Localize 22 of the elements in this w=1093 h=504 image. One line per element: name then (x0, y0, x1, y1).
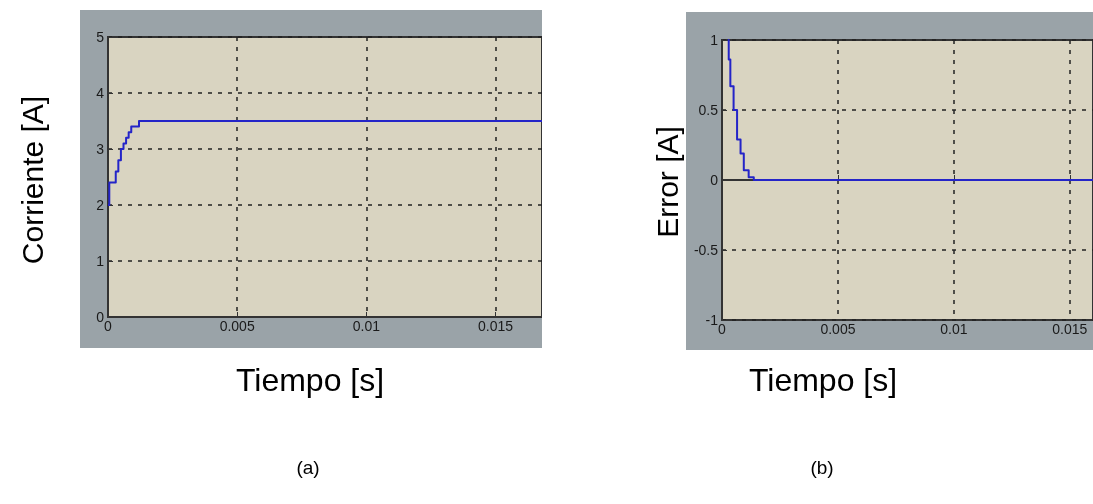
x-axis-title: Tiempo [s] (235, 362, 385, 399)
x-tick-label: 0.005 (820, 321, 856, 337)
text: (b) (810, 457, 834, 479)
text: (a) (296, 457, 320, 479)
y-axis-title: Corriente [A] (16, 95, 50, 265)
y-tick-label: 0 (710, 172, 719, 188)
y-tick-label: 5 (96, 29, 105, 45)
x-tick-label: 0.01 (940, 321, 968, 337)
x-tick-label: 0.015 (1052, 321, 1088, 337)
x-axis-title: Tiempo [s] (748, 362, 898, 399)
y-tick-label: 0.5 (698, 102, 719, 118)
x-tick-label: 0.005 (219, 318, 255, 334)
y-tick-label: -1 (705, 312, 719, 328)
y-tick-label: 3 (96, 141, 105, 157)
y-tick-label: 1 (96, 253, 105, 269)
y-axis-title: Error [A] (651, 126, 685, 238)
x-tick-label: 0.01 (352, 318, 381, 334)
y-tick-label: -0.5 (693, 242, 719, 258)
y-tick-label: 1 (710, 32, 719, 48)
y-tick-label: 2 (96, 197, 105, 213)
x-tick-label: 0.015 (477, 318, 514, 334)
y-tick-label: 4 (96, 85, 105, 101)
